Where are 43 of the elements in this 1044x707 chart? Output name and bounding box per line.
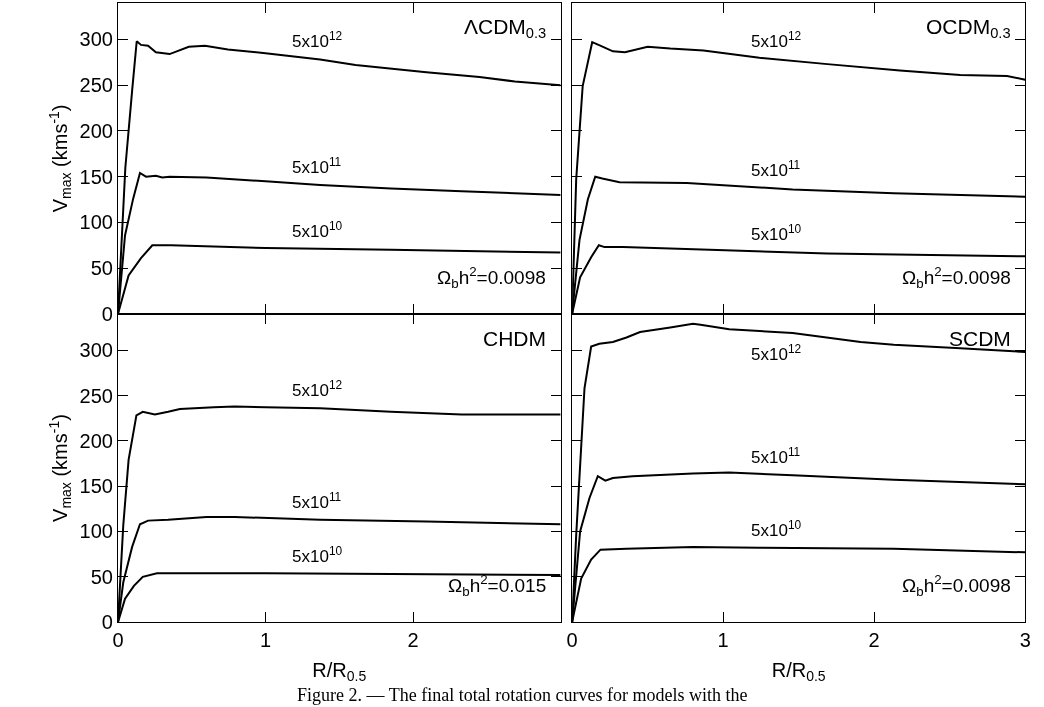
- y-tick-label: 250: [79, 384, 113, 407]
- y-tick-label: 50: [90, 565, 113, 588]
- annotation: ΛCDM$_{0.3}$: [464, 15, 547, 42]
- series-label: 5x10$^{10}$: [751, 222, 802, 245]
- series-label: 5x10$^{10}$: [751, 518, 802, 541]
- x-axis-title: R/R$_{0.5}$: [771, 658, 826, 684]
- annotation: CHDM: [483, 327, 546, 350]
- series-label: 5x10$^{12}$: [751, 342, 802, 365]
- caption: Figure 2. — The final total rotation curves for models with the: [297, 685, 748, 705]
- annotation: SCDM: [949, 327, 1011, 350]
- y-tick-label: 300: [79, 339, 113, 362]
- x-tick-label: 1: [259, 629, 272, 652]
- y-tick-label: 200: [79, 429, 113, 452]
- x-tick-label: 3: [1019, 629, 1031, 652]
- series-label: 5x10$^{11}$: [292, 155, 342, 178]
- y-tick-label: 300: [79, 28, 113, 51]
- y-tick-label: 100: [79, 211, 113, 234]
- y-tick-label: 200: [79, 119, 113, 142]
- y-tick-label: 250: [79, 74, 113, 97]
- series-label: 5x10$^{12}$: [292, 378, 343, 401]
- y-tick-label: 150: [79, 475, 113, 498]
- x-tick-label: 1: [717, 629, 729, 652]
- y-tick-label: 0: [101, 302, 113, 325]
- series-label: 5x10$^{11}$: [751, 445, 801, 468]
- series-label: 5x10$^{11}$: [292, 490, 342, 513]
- y-tick-label: 0: [101, 611, 113, 634]
- series-label: 5x10$^{12}$: [292, 29, 343, 52]
- y-tick-label: 100: [79, 520, 113, 543]
- annotation: Ω$_{b}$h$^{2}$=0.0098: [902, 572, 1011, 599]
- x-tick-label: 0: [566, 629, 578, 652]
- y-tick-label: 150: [79, 165, 113, 188]
- x-tick-label: 2: [868, 629, 880, 652]
- annotation: OCDM$_{0.3}$: [926, 15, 1011, 42]
- x-axis-title: R/R$_{0.5}$: [312, 658, 367, 684]
- series-label: 5x10$^{10}$: [292, 219, 343, 242]
- series-label: 5x10$^{11}$: [751, 158, 801, 181]
- annotation: Ω$_{b}$h$^{2}$=0.0098: [902, 264, 1011, 291]
- annotation: Ω$_{b}$h$^{2}$=0.0098: [437, 264, 546, 291]
- series-label: 5x10$^{12}$: [751, 29, 802, 52]
- series-label: 5x10$^{10}$: [292, 544, 343, 567]
- annotation: Ω$_{b}$h$^{2}$=0.015: [448, 572, 547, 599]
- y-tick-label: 50: [90, 257, 113, 280]
- x-tick-label: 2: [407, 629, 419, 652]
